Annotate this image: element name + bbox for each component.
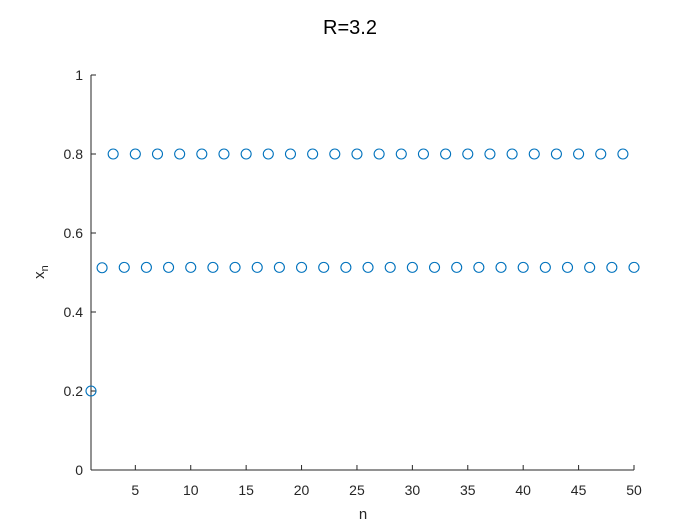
x-tick-label: 30 bbox=[405, 482, 421, 498]
x-axis-label: n bbox=[359, 506, 367, 523]
data-point bbox=[140, 261, 152, 273]
data-point bbox=[229, 261, 241, 273]
data-point bbox=[129, 148, 141, 160]
data-point bbox=[484, 148, 496, 160]
data-point bbox=[196, 148, 208, 160]
data-point bbox=[617, 148, 629, 160]
y-tick-label: 0.8 bbox=[64, 146, 84, 162]
data-point bbox=[174, 148, 186, 160]
data-point bbox=[163, 261, 175, 273]
svg-text:xn: xn bbox=[31, 265, 51, 279]
data-point bbox=[440, 148, 452, 160]
data-point bbox=[251, 261, 263, 273]
y-tick-label: 0.4 bbox=[64, 304, 84, 320]
data-point bbox=[240, 148, 252, 160]
data-point bbox=[329, 148, 341, 160]
data-point bbox=[539, 261, 551, 273]
data-point bbox=[262, 148, 274, 160]
data-point bbox=[495, 261, 507, 273]
data-point bbox=[517, 261, 529, 273]
data-point bbox=[307, 148, 319, 160]
data-point bbox=[96, 262, 108, 274]
y-tick-label: 0 bbox=[75, 462, 83, 478]
data-point bbox=[573, 148, 585, 160]
x-tick-label: 50 bbox=[626, 482, 642, 498]
data-point bbox=[185, 261, 197, 273]
data-point bbox=[373, 148, 385, 160]
data-point bbox=[528, 148, 540, 160]
x-axis: 5 10 15 20 25 30 35 40 45 50 bbox=[91, 465, 642, 498]
y-axis: 0 0.2 0.4 0.6 0.8 1 bbox=[64, 67, 96, 478]
data-point bbox=[107, 148, 119, 160]
x-tick-label: 40 bbox=[515, 482, 531, 498]
data-point bbox=[606, 261, 618, 273]
x-tick-label: 25 bbox=[349, 482, 365, 498]
data-point bbox=[550, 148, 562, 160]
data-point bbox=[273, 261, 285, 273]
data-point bbox=[473, 261, 485, 273]
data-markers bbox=[85, 148, 640, 397]
data-point bbox=[417, 148, 429, 160]
data-point bbox=[628, 261, 640, 273]
data-point bbox=[340, 261, 352, 273]
data-point bbox=[428, 261, 441, 273]
x-tick-label: 10 bbox=[183, 482, 199, 498]
y-axis-label: xn bbox=[31, 265, 51, 279]
data-point bbox=[318, 261, 330, 273]
y-tick-label: 1 bbox=[75, 67, 83, 83]
chart-title: R=3.2 bbox=[323, 17, 377, 39]
x-tick-label: 20 bbox=[294, 482, 310, 498]
data-point bbox=[118, 261, 130, 273]
y-axis-label-subscript: n bbox=[39, 265, 51, 271]
data-point bbox=[362, 261, 374, 273]
data-point bbox=[151, 148, 164, 160]
y-tick-label: 0.6 bbox=[64, 225, 84, 241]
x-tick-label: 5 bbox=[131, 482, 139, 498]
data-point bbox=[406, 261, 418, 273]
x-tick-label: 15 bbox=[238, 482, 254, 498]
data-point bbox=[85, 385, 97, 397]
y-tick-label: 0.2 bbox=[64, 383, 84, 399]
data-point bbox=[462, 148, 474, 160]
x-tick-label: 35 bbox=[460, 482, 476, 498]
data-point bbox=[506, 148, 518, 160]
data-point bbox=[207, 261, 219, 273]
x-tick-label: 45 bbox=[571, 482, 587, 498]
data-point bbox=[595, 148, 607, 160]
data-point bbox=[284, 148, 297, 160]
data-point bbox=[296, 261, 308, 273]
data-point bbox=[561, 261, 574, 273]
data-point bbox=[218, 148, 230, 160]
data-point bbox=[451, 261, 463, 273]
y-axis-label-main: x bbox=[31, 271, 48, 279]
data-point bbox=[384, 261, 396, 273]
data-point bbox=[584, 261, 596, 273]
data-point bbox=[395, 148, 407, 160]
data-point bbox=[351, 148, 363, 160]
